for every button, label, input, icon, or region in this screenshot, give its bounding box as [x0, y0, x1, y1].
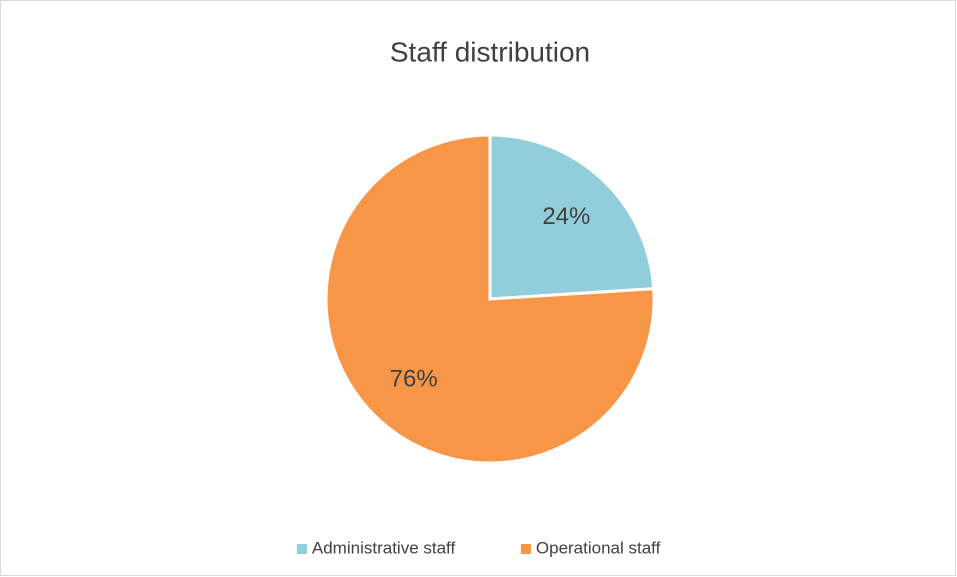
legend-swatch [296, 544, 307, 554]
legend-label: Administrative staff [312, 538, 456, 557]
chart-title: Staff distribution [390, 36, 590, 67]
data-label: 76% [390, 366, 438, 393]
pie-slice [488, 133, 656, 301]
data-label: 24% [542, 203, 590, 230]
legend-label: Operational staff [536, 538, 661, 557]
legend-swatch [520, 544, 531, 554]
pie-slice [324, 133, 656, 465]
